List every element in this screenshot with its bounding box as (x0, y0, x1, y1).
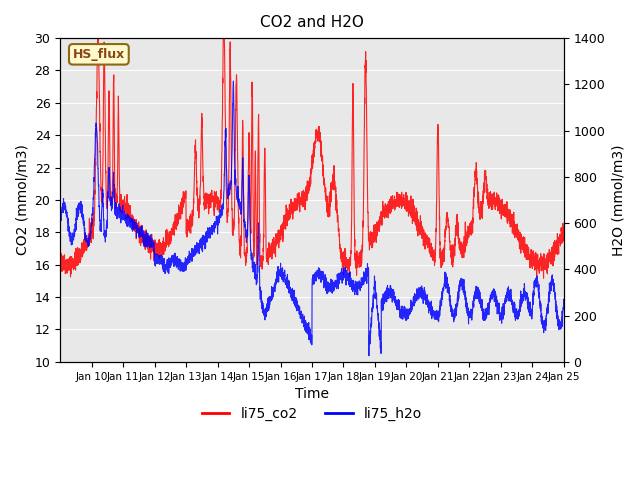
Y-axis label: H2O (mmol/m3): H2O (mmol/m3) (611, 144, 625, 256)
Line: li75_h2o: li75_h2o (60, 81, 564, 356)
li75_h2o (560, 306, 568, 312)
Line: li75_co2: li75_co2 (60, 38, 564, 278)
li75_h2o (164, 265, 172, 271)
li75_co2 (164, 234, 172, 240)
li75_co2 (512, 223, 520, 228)
Legend: li75_co2, li75_h2o: li75_co2, li75_h2o (196, 401, 428, 426)
li75_h2o (560, 296, 568, 302)
li75_co2 (197, 151, 205, 156)
li75_co2 (56, 255, 64, 261)
li75_co2 (560, 228, 568, 234)
li75_h2o (361, 275, 369, 281)
X-axis label: Time: Time (295, 387, 329, 401)
li75_h2o (513, 310, 520, 315)
li75_h2o (370, 295, 378, 301)
li75_co2 (370, 232, 378, 238)
li75_co2 (540, 275, 547, 281)
li75_co2 (94, 35, 102, 41)
li75_h2o (197, 242, 205, 248)
li75_co2 (361, 81, 369, 87)
Text: HS_flux: HS_flux (73, 48, 125, 61)
Title: CO2 and H2O: CO2 and H2O (260, 15, 364, 30)
li75_h2o (365, 353, 372, 359)
li75_h2o (56, 223, 64, 229)
li75_co2 (560, 230, 568, 236)
Y-axis label: CO2 (mmol/m3): CO2 (mmol/m3) (15, 144, 29, 255)
li75_h2o (230, 78, 237, 84)
